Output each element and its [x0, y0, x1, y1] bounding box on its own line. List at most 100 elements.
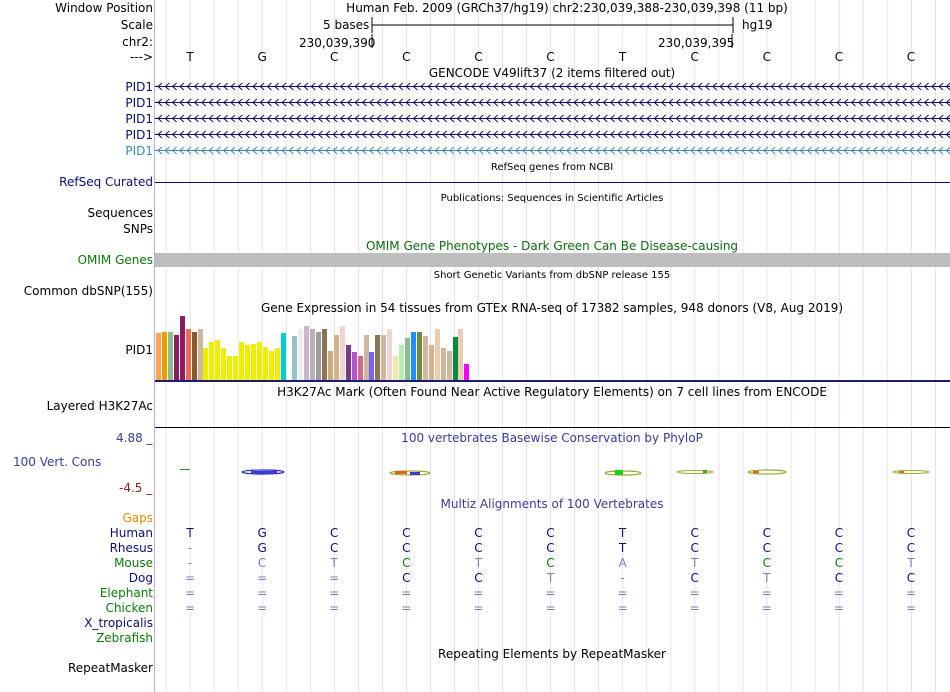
track-label-snps[interactable]: SNPs: [123, 222, 153, 236]
track-label-pid1-2[interactable]: PID1: [125, 96, 153, 110]
species-label-elephant[interactable]: Elephant: [99, 586, 153, 600]
species-label-xtropicalis[interactable]: X_tropicalis: [84, 616, 153, 630]
gene-pid1-5[interactable]: [155, 146, 950, 155]
refseq-gene-line[interactable]: [155, 182, 950, 183]
gtex-tissue-bar[interactable]: [239, 342, 245, 380]
gtex-tissue-bar[interactable]: [464, 364, 470, 380]
gtex-tissue-bar[interactable]: [292, 336, 298, 380]
omim-gene-bar[interactable]: [155, 253, 950, 267]
gtex-tissue-bar[interactable]: [274, 348, 280, 380]
gtex-tissue-bar[interactable]: [167, 332, 173, 380]
conservation-signal[interactable]: [155, 462, 950, 482]
gtex-tissue-bar[interactable]: [416, 332, 422, 380]
gtex-tissue-bar[interactable]: [179, 316, 185, 380]
gtex-tissue-bar[interactable]: [256, 342, 262, 380]
gtex-tissue-bar[interactable]: [422, 336, 428, 380]
gtex-tissue-bar[interactable]: [369, 352, 375, 380]
species-label-human[interactable]: Human: [109, 526, 153, 540]
track-label-pid1-1[interactable]: PID1: [125, 80, 153, 94]
gtex-tissue-bar[interactable]: [345, 345, 351, 380]
gtex-tissue-bar[interactable]: [304, 326, 310, 380]
track-label-repeatmasker[interactable]: RepeatMasker: [67, 661, 153, 675]
alignment-base: =: [761, 601, 772, 615]
gtex-tissue-bar[interactable]: [381, 335, 387, 380]
track-label-omim[interactable]: OMIM Genes: [77, 253, 153, 267]
strand-arrow: [668, 130, 674, 139]
alignment-base: -: [620, 571, 625, 585]
gtex-tissue-bar[interactable]: [434, 329, 440, 380]
gtex-tissue-bar[interactable]: [410, 332, 416, 380]
gtex-tissue-bar[interactable]: [387, 329, 393, 380]
gtex-tissue-bar[interactable]: [191, 332, 197, 380]
gtex-tissue-bar[interactable]: [227, 356, 233, 380]
alignment-base: T: [546, 571, 555, 585]
gtex-tissue-bar[interactable]: [244, 345, 250, 380]
gtex-tissue-bar[interactable]: [185, 329, 191, 380]
gtex-tissue-bar[interactable]: [203, 348, 209, 380]
track-label-pid1-5[interactable]: PID1: [125, 144, 153, 158]
gtex-tissue-bar[interactable]: [452, 337, 458, 380]
gtex-tissue-bar[interactable]: [262, 347, 268, 380]
gtex-tissue-bar[interactable]: [161, 332, 167, 380]
gene-pid1-3[interactable]: [155, 114, 950, 123]
strand-arrow: [712, 98, 718, 107]
gtex-tissue-bar[interactable]: [446, 351, 452, 380]
gtex-tissue-bar[interactable]: [363, 335, 369, 380]
strand-arrow: [770, 130, 776, 139]
gtex-tissue-bar[interactable]: [268, 351, 274, 380]
gtex-tissue-bar[interactable]: [327, 351, 333, 380]
gene-pid1-4[interactable]: [155, 130, 950, 139]
gtex-tissue-bar[interactable]: [221, 348, 227, 380]
gtex-tissue-bar[interactable]: [197, 329, 203, 380]
gtex-tissue-bar[interactable]: [458, 329, 464, 380]
gtex-tissue-bar[interactable]: [215, 340, 221, 380]
gtex-tissue-bar[interactable]: [428, 345, 434, 380]
gene-pid1-2[interactable]: [155, 98, 950, 107]
strand-arrow: [339, 114, 345, 123]
track-label-gaps[interactable]: Gaps: [122, 511, 153, 525]
gtex-tissue-bar[interactable]: [357, 356, 363, 380]
reference-base: C: [906, 50, 916, 64]
track-label-sequences[interactable]: Sequences: [87, 206, 153, 220]
gtex-tissue-bar[interactable]: [250, 344, 256, 380]
gtex-tissue-bar[interactable]: [333, 335, 339, 380]
species-label-dog[interactable]: Dog: [128, 571, 153, 585]
track-label-dbsnp[interactable]: Common dbSNP(155): [23, 284, 153, 298]
gtex-tissue-bar[interactable]: [280, 333, 286, 380]
gtex-tissue-bar[interactable]: [310, 329, 316, 380]
track-label-refseq[interactable]: RefSeq Curated: [59, 175, 153, 189]
gtex-gene-line[interactable]: [155, 380, 950, 382]
gtex-tissue-bar[interactable]: [375, 335, 381, 380]
gtex-tissue-bar[interactable]: [209, 342, 215, 380]
track-label-pid1-3[interactable]: PID1: [125, 112, 153, 126]
strand-arrow: [361, 146, 367, 155]
gtex-tissue-bar[interactable]: [233, 356, 239, 380]
gtex-tissue-bar[interactable]: [322, 329, 328, 380]
strand-arrow: [222, 146, 229, 155]
strand-arrow: [799, 130, 805, 139]
species-label-zebrafish[interactable]: Zebrafish: [96, 631, 153, 645]
gtex-tissue-bar[interactable]: [173, 335, 179, 380]
gtex-tissue-bar[interactable]: [339, 326, 345, 380]
strand-arrow: [646, 130, 652, 139]
track-label-cons[interactable]: 100 Vert. Cons: [13, 455, 102, 469]
gtex-tissue-bar[interactable]: [393, 356, 399, 380]
species-label-chicken[interactable]: Chicken: [105, 601, 153, 615]
gtex-tissue-bar[interactable]: [156, 333, 161, 380]
track-label-gtex[interactable]: PID1: [125, 343, 153, 357]
track-image-area[interactable]: Human Feb. 2009 (GRCh37/hg19) chr2:230,0…: [155, 0, 950, 692]
alignment-base: =: [689, 586, 700, 600]
gtex-tissue-bar[interactable]: [405, 338, 411, 380]
strand-arrow: [814, 114, 820, 123]
track-label-pid1-4[interactable]: PID1: [125, 128, 153, 142]
species-label-mouse[interactable]: Mouse: [114, 556, 153, 570]
gtex-tissue-bar[interactable]: [351, 352, 357, 380]
gtex-tissue-bar[interactable]: [298, 329, 304, 380]
track-label-h3k27ac[interactable]: Layered H3K27Ac: [46, 399, 153, 413]
gene-pid1-1[interactable]: [155, 82, 950, 91]
gtex-tissue-bar[interactable]: [440, 348, 446, 380]
gtex-tissue-bar[interactable]: [316, 332, 322, 380]
gtex-tissue-bar[interactable]: [399, 345, 405, 380]
species-label-rhesus[interactable]: Rhesus: [109, 541, 153, 555]
